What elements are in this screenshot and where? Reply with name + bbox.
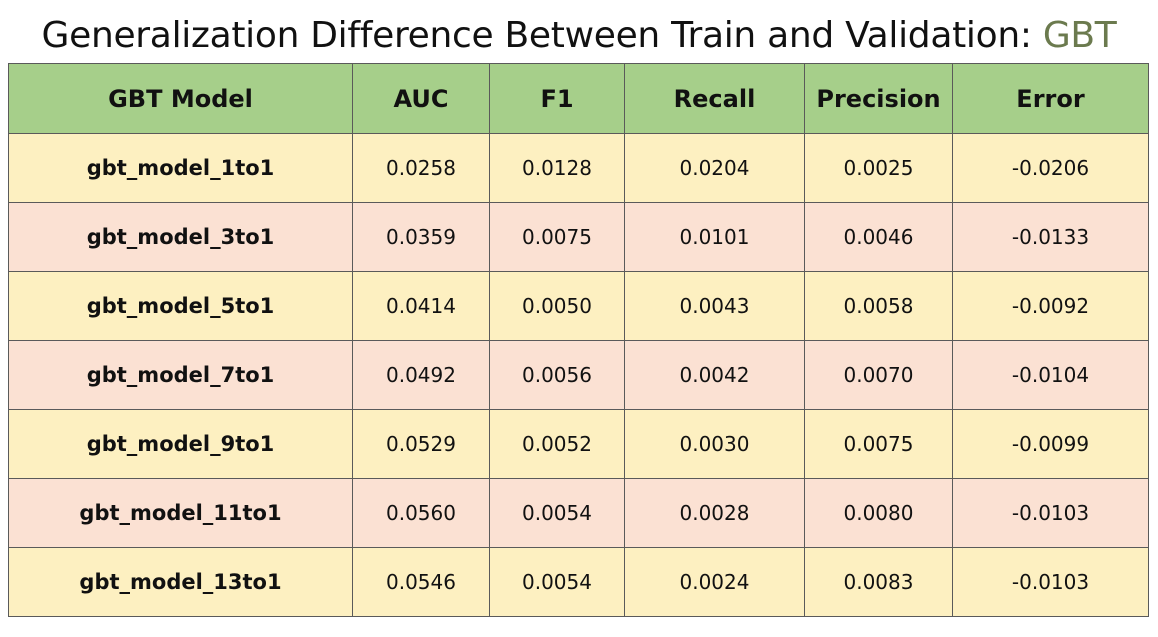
- cell-f1: 0.0075: [489, 202, 625, 272]
- cell-recall: 0.0042: [624, 340, 805, 410]
- cell-f1: 0.0054: [489, 478, 625, 548]
- cell-f1: 0.0052: [489, 409, 625, 479]
- cell-f1: 0.0056: [489, 340, 625, 410]
- cell-auc: 0.0560: [352, 478, 490, 548]
- table-row: gbt_model_13to1 0.0546 0.0054 0.0024 0.0…: [8, 547, 1149, 617]
- cell-model-name: gbt_model_9to1: [8, 409, 353, 479]
- cell-error: -0.0103: [952, 547, 1149, 617]
- cell-auc: 0.0359: [352, 202, 490, 272]
- cell-error: -0.0133: [952, 202, 1149, 272]
- table-row: gbt_model_11to1 0.0560 0.0054 0.0028 0.0…: [8, 478, 1149, 548]
- cell-precision: 0.0070: [804, 340, 953, 410]
- table-row: gbt_model_9to1 0.0529 0.0052 0.0030 0.00…: [8, 409, 1149, 479]
- cell-model-name: gbt_model_5to1: [8, 271, 353, 341]
- cell-model-name: gbt_model_13to1: [8, 547, 353, 617]
- table-row: gbt_model_7to1 0.0492 0.0056 0.0042 0.00…: [8, 340, 1149, 410]
- title-accent: GBT: [1042, 15, 1117, 56]
- cell-recall: 0.0030: [624, 409, 805, 479]
- cell-recall: 0.0024: [624, 547, 805, 617]
- cell-f1: 0.0128: [489, 133, 625, 203]
- cell-auc: 0.0258: [352, 133, 490, 203]
- metrics-table: GBT Model AUC F1 Recall Precision Error …: [8, 63, 1149, 617]
- column-header-precision: Precision: [804, 63, 953, 134]
- cell-model-name: gbt_model_7to1: [8, 340, 353, 410]
- column-header-model: GBT Model: [8, 63, 353, 134]
- page-title: Generalization Difference Between Train …: [0, 8, 1158, 64]
- cell-error: -0.0092: [952, 271, 1149, 341]
- cell-precision: 0.0058: [804, 271, 953, 341]
- cell-precision: 0.0080: [804, 478, 953, 548]
- cell-recall: 0.0101: [624, 202, 805, 272]
- column-header-recall: Recall: [624, 63, 805, 134]
- cell-model-name: gbt_model_1to1: [8, 133, 353, 203]
- cell-auc: 0.0492: [352, 340, 490, 410]
- table-row: gbt_model_5to1 0.0414 0.0050 0.0043 0.00…: [8, 271, 1149, 341]
- cell-recall: 0.0043: [624, 271, 805, 341]
- cell-precision: 0.0083: [804, 547, 953, 617]
- table-row: gbt_model_1to1 0.0258 0.0128 0.0204 0.00…: [8, 133, 1149, 203]
- cell-model-name: gbt_model_3to1: [8, 202, 353, 272]
- column-header-error: Error: [952, 63, 1149, 134]
- cell-error: -0.0206: [952, 133, 1149, 203]
- cell-precision: 0.0046: [804, 202, 953, 272]
- cell-error: -0.0103: [952, 478, 1149, 548]
- cell-auc: 0.0529: [352, 409, 490, 479]
- table-row: gbt_model_3to1 0.0359 0.0075 0.0101 0.00…: [8, 202, 1149, 272]
- column-header-f1: F1: [489, 63, 625, 134]
- cell-auc: 0.0546: [352, 547, 490, 617]
- cell-precision: 0.0075: [804, 409, 953, 479]
- cell-recall: 0.0028: [624, 478, 805, 548]
- cell-auc: 0.0414: [352, 271, 490, 341]
- table-header-row: GBT Model AUC F1 Recall Precision Error: [8, 63, 1149, 134]
- cell-model-name: gbt_model_11to1: [8, 478, 353, 548]
- cell-f1: 0.0054: [489, 547, 625, 617]
- cell-precision: 0.0025: [804, 133, 953, 203]
- cell-error: -0.0099: [952, 409, 1149, 479]
- cell-f1: 0.0050: [489, 271, 625, 341]
- cell-error: -0.0104: [952, 340, 1149, 410]
- cell-recall: 0.0204: [624, 133, 805, 203]
- column-header-auc: AUC: [352, 63, 490, 134]
- title-text: Generalization Difference Between Train …: [41, 15, 1043, 56]
